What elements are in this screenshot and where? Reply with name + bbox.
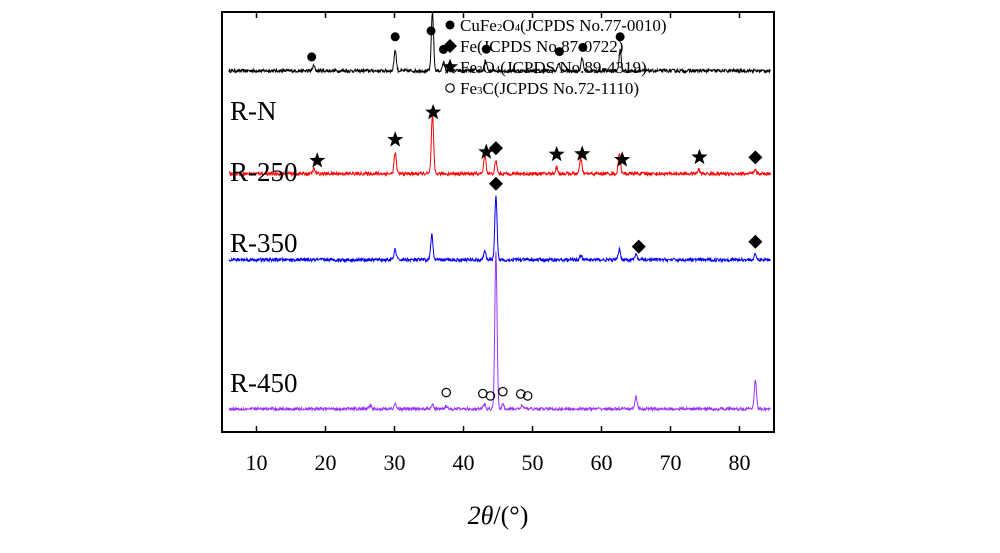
- legend-subscript: 3: [477, 85, 483, 97]
- legend-text-part: Fe: [460, 79, 477, 98]
- legend-entry-0: CuFe2O4(JCPDS No.77-0010): [460, 16, 667, 35]
- marker-circle-open-s3-m3: [498, 386, 508, 397]
- marker-circle-filled-s0-m1: [390, 32, 400, 42]
- legend-text-part: C(JCPDS No.72-1110): [483, 79, 639, 98]
- marker-circle-filled-s0-m0: [307, 52, 317, 62]
- legend-entry-3: Fe3C(JCPDS No.72-1110): [460, 79, 639, 98]
- x-tick-label-70: 70: [660, 450, 682, 475]
- legend-text-part: (JCPDS No.77-0010): [520, 16, 666, 35]
- series-trace-r-250: [228, 113, 771, 178]
- marker-circle-open-slegend-m3: [445, 83, 455, 93]
- x-tick-label-10: 10: [246, 450, 268, 475]
- series-labels: R-N R-250 R-350 R-450: [230, 96, 298, 398]
- plot-frame: [221, 11, 775, 433]
- marker-circle-filled-s0-m2: [426, 26, 436, 36]
- legend-text-part: (JCPDS No.89-4319): [500, 58, 646, 77]
- legend: CuFe2O4(JCPDS No.77-0010)Fe(JCPDS No.87-…: [460, 16, 667, 98]
- marker-star-s1-m2: [425, 103, 442, 120]
- legend-text-part: O: [502, 16, 514, 35]
- marker-circle-open-s3-m2: [485, 391, 496, 401]
- marker-star-s1-m7: [614, 151, 631, 167]
- marker-diamond-s2-m0: [488, 176, 503, 191]
- marker-diamond-s2-m1: [631, 239, 646, 254]
- x-tick-label-60: 60: [591, 450, 613, 475]
- marker-star-s1-m5: [548, 145, 565, 162]
- x-tick-label-30: 30: [384, 450, 406, 475]
- legend-entry-2: Fe3O4(JCPDS No.89-4319): [460, 58, 647, 77]
- marker-circle-open-s3-m4: [515, 389, 526, 399]
- x-tick-label-80: 80: [729, 450, 751, 475]
- legend-text-part: Fe(JCPDS No.87-0722): [460, 37, 623, 56]
- series-label-r-n: R-N: [230, 96, 277, 126]
- series-label-r-350: R-350: [230, 228, 298, 258]
- marker-circle-filled-s0-m6: [578, 42, 588, 52]
- legend-subscript: 2: [497, 22, 503, 34]
- series-label-r-450: R-450: [230, 368, 298, 398]
- marker-circle-open-s3-m0: [441, 387, 452, 398]
- legend-subscript: 4: [515, 22, 521, 34]
- series-trace-r-350: [228, 195, 771, 264]
- x-axis-title-unit: /(°): [493, 501, 528, 530]
- legend-subscript: 3: [477, 64, 483, 76]
- marker-star-s1-m8: [691, 148, 708, 165]
- x-tick-label-40: 40: [453, 450, 475, 475]
- marker-star-s1-m6: [574, 145, 591, 161]
- marker-star-s1-m0: [309, 152, 326, 168]
- legend-subscript: 4: [495, 64, 501, 76]
- series-trace-r-450: [228, 251, 771, 413]
- legend-text-part: O: [483, 58, 495, 77]
- marker-circle-filled-s0-m5: [554, 47, 564, 57]
- legend-text-part: CuFe: [460, 16, 497, 35]
- marker-circle-open-s3-m5: [522, 391, 533, 401]
- marker-circle-filled-slegend-m0: [445, 20, 455, 30]
- series-traces: [228, 11, 771, 413]
- x-axis-title: 2θ/(°): [468, 501, 529, 530]
- marker-star-s1-m3: [478, 143, 495, 159]
- marker-diamond-s1-m4: [488, 141, 503, 156]
- x-tick-label-20: 20: [315, 450, 337, 475]
- x-tick-label-50: 50: [522, 450, 544, 475]
- marker-star-slegend-m2: [441, 58, 459, 74]
- legend-entry-1: Fe(JCPDS No.87-0722): [460, 37, 623, 56]
- marker-diamond-s2-m2: [748, 234, 763, 249]
- peak-markers: [307, 20, 763, 401]
- series-trace-r-n: [228, 11, 771, 75]
- x-axis-title-symbol: 2θ: [468, 501, 494, 530]
- x-axis-ticks: 10 20 30 40 50 60 70 80: [246, 12, 751, 475]
- marker-circle-filled-s0-m7: [615, 32, 625, 42]
- marker-star-s1-m1: [387, 131, 404, 147]
- marker-circle-filled-s0-m4: [481, 44, 491, 54]
- marker-diamond-s1-m9: [748, 150, 763, 165]
- series-label-r-250: R-250: [230, 157, 298, 187]
- marker-diamond-slegend-m1: [443, 39, 457, 53]
- legend-text-part: Fe: [460, 58, 477, 77]
